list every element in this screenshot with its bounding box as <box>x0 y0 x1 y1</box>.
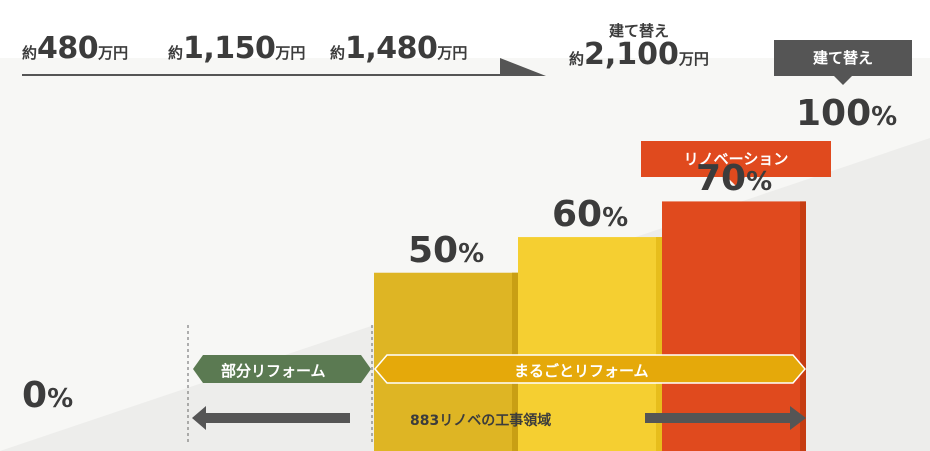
cost-unit: 万円 <box>275 44 306 62</box>
rebuild-percent-label: 100% <box>796 93 898 134</box>
scope-arrow-left-shaft <box>206 413 350 423</box>
cost-value: 1,480 <box>345 31 438 66</box>
bar-value-label: 70% <box>696 158 773 200</box>
cost-item: 約1,150万円 <box>168 31 305 66</box>
cost-unit: 万円 <box>98 44 129 62</box>
cost-prefix: 約 <box>569 50 585 68</box>
cost-prefix: 約 <box>22 44 38 62</box>
bar <box>662 201 806 451</box>
partial-reform-banner <box>193 355 371 383</box>
scope-arrow-right-shaft <box>645 413 790 423</box>
cost-value: 2,100 <box>584 37 679 72</box>
scope-label: 883リノベの工事領域 <box>410 413 552 429</box>
bar-value-label: 60% <box>552 194 629 236</box>
scope-arrow-right-head <box>790 406 806 430</box>
full-reform-label: まるごとリフォーム <box>514 362 649 380</box>
cost-unit: 万円 <box>678 50 709 68</box>
cost-item: 約1,480万円 <box>330 31 467 66</box>
rebuild-tag-label: 建て替え <box>812 49 873 67</box>
rebuild-cost-caption: 建て替え <box>608 22 669 40</box>
cost-arrow-head <box>500 58 546 76</box>
scope-arrow-left-head <box>192 406 206 430</box>
full-reform-banner <box>374 354 806 384</box>
cost-value: 480 <box>37 31 99 66</box>
cost-item: 約480万円 <box>22 31 128 66</box>
bar <box>518 237 662 451</box>
rebuild-tag: 建て替え <box>774 40 912 85</box>
baseline-percent-label: 0% <box>22 375 74 416</box>
cost-prefix: 約 <box>330 44 346 62</box>
renovation-tag-label: リノベーション <box>683 150 789 168</box>
cost-value: 1,150 <box>183 31 276 66</box>
partial-reform-label: 部分リフォーム <box>221 362 326 380</box>
cost-prefix: 約 <box>168 44 184 62</box>
bar-edge-shade <box>800 201 806 451</box>
cost-unit: 万円 <box>437 44 468 62</box>
rebuild-cost: 建て替え 約2,100万円 <box>569 20 709 72</box>
bar-edge-shade <box>656 237 662 451</box>
bar-value-label: 50% <box>408 229 485 271</box>
renovation-tag: リノベーション <box>641 141 831 186</box>
